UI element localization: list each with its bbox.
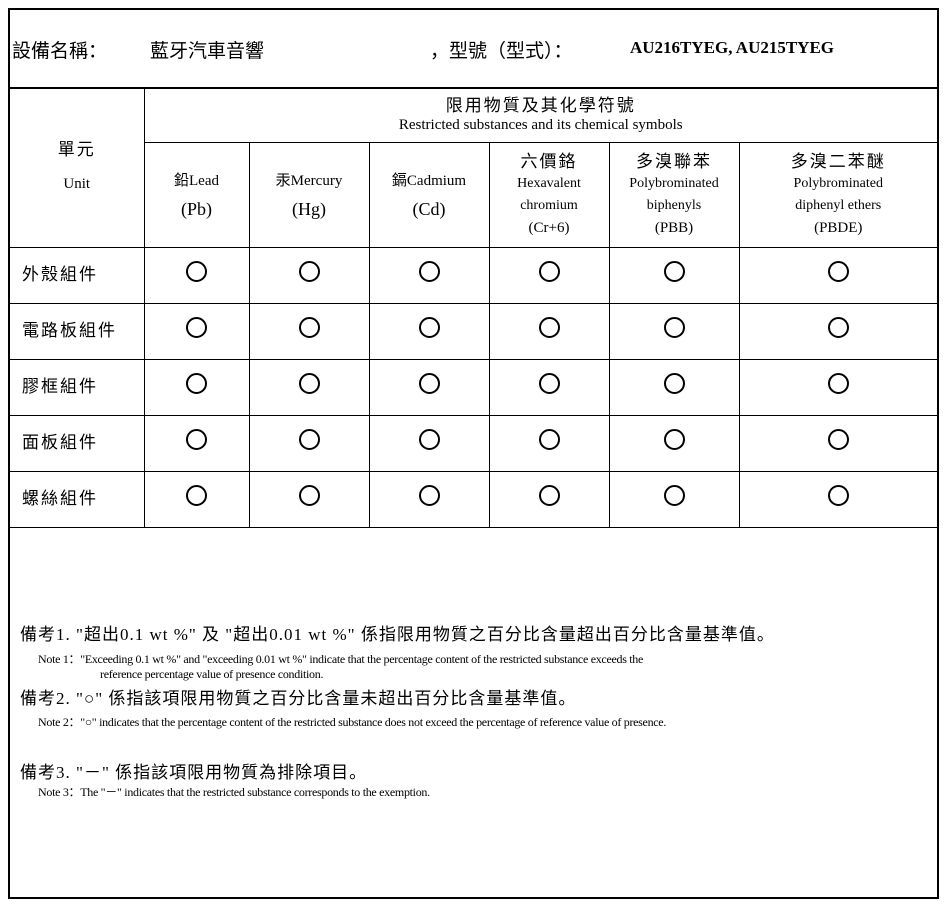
table-row: 面板組件 bbox=[10, 414, 937, 472]
note-3-en: Note 3：The "－" indicates that the restri… bbox=[38, 785, 430, 799]
col-pbde: 多溴二苯醚 Polybrominated diphenyl ethers (PBDE) bbox=[738, 141, 937, 248]
circle-mark-icon bbox=[663, 429, 685, 450]
device-label: 設備名稱： bbox=[12, 41, 108, 62]
group-header-en: Restricted substances and its chemical s… bbox=[398, 117, 683, 134]
circle-mark-icon bbox=[663, 317, 685, 338]
cell bbox=[248, 414, 370, 472]
circle-mark-icon bbox=[418, 485, 440, 506]
circle-mark-icon bbox=[186, 261, 207, 282]
substance-table: 單元 Unit 限用物質及其化學符號 Restricted substances a… bbox=[10, 87, 937, 528]
circle-mark-icon bbox=[418, 373, 440, 394]
col-lead: 鉛Lead (Pb) bbox=[144, 141, 250, 248]
table-row: 螺絲組件 bbox=[10, 470, 937, 528]
circle-mark-icon bbox=[298, 317, 320, 338]
circle-mark-icon bbox=[538, 373, 560, 394]
cell bbox=[608, 247, 740, 304]
cell bbox=[368, 414, 490, 472]
cell bbox=[488, 302, 610, 360]
cell bbox=[248, 358, 370, 416]
col-chromium: 六價鉻 Hexavalent chromium (Cr+6) bbox=[488, 141, 610, 248]
circle-mark-icon bbox=[418, 429, 440, 450]
table-row: 外殼組件 bbox=[10, 247, 937, 304]
model-label: ，型號（型式）： bbox=[430, 41, 573, 62]
circle-mark-icon bbox=[418, 261, 440, 282]
circle-mark-icon bbox=[663, 261, 685, 282]
circle-mark-icon bbox=[418, 317, 440, 338]
cell bbox=[368, 247, 490, 304]
cell bbox=[738, 358, 937, 416]
row-unit: 面板組件 bbox=[10, 414, 145, 472]
rohs-declaration: 設備名稱： 藍牙汽車音響 ，型號（型式）： AU216TYEG, AU215TY… bbox=[8, 8, 939, 899]
note-1-zh: 備考1. "超出0.1 wt %" 及 "超出0.01 wt %" 係指限用物質… bbox=[20, 625, 775, 644]
cell bbox=[488, 247, 610, 304]
row-unit: 膠框組件 bbox=[10, 358, 145, 416]
cell bbox=[608, 358, 740, 416]
cell bbox=[738, 302, 937, 360]
circle-mark-icon bbox=[827, 429, 849, 450]
circle-mark-icon bbox=[538, 429, 560, 450]
table-row: 膠框組件 bbox=[10, 358, 937, 416]
circle-mark-icon bbox=[538, 317, 560, 338]
cell bbox=[608, 302, 740, 360]
group-header-zh: 限用物質及其化學符號 bbox=[445, 96, 636, 116]
cell bbox=[368, 470, 490, 528]
header-row: 設備名稱： 藍牙汽車音響 ，型號（型式）： AU216TYEG, AU215TY… bbox=[10, 10, 937, 89]
circle-mark-icon bbox=[186, 317, 207, 338]
group-header: 限用物質及其化學符號 Restricted substances and its … bbox=[143, 87, 937, 143]
cell bbox=[368, 358, 490, 416]
row-unit: 電路板組件 bbox=[10, 302, 145, 360]
note-2-en: Note 2："○" indicates that the percentage… bbox=[38, 715, 667, 729]
circle-mark-icon bbox=[827, 317, 849, 338]
cell bbox=[608, 414, 740, 472]
circle-mark-icon bbox=[298, 429, 320, 450]
cell bbox=[738, 247, 937, 304]
cell bbox=[248, 470, 370, 528]
row-unit: 螺絲組件 bbox=[10, 470, 145, 528]
circle-mark-icon bbox=[298, 373, 320, 394]
circle-mark-icon bbox=[827, 485, 849, 506]
unit-header: 單元 Unit bbox=[10, 87, 145, 248]
cell bbox=[143, 247, 250, 304]
col-mercury: 汞Mercury (Hg) bbox=[248, 141, 370, 248]
row-unit: 外殼組件 bbox=[10, 247, 145, 304]
cell bbox=[248, 247, 370, 304]
unit-header-zh: 單元 bbox=[57, 139, 96, 159]
cell bbox=[738, 470, 937, 528]
circle-mark-icon bbox=[186, 373, 207, 394]
note-3-zh: 備考3. "－" 係指該項限用物質為排除項目。 bbox=[20, 763, 368, 782]
cell bbox=[488, 414, 610, 472]
circle-mark-icon bbox=[827, 373, 849, 394]
note-1-en-cont: reference percentage value of presence c… bbox=[100, 667, 324, 681]
circle-mark-icon bbox=[298, 261, 320, 282]
circle-mark-icon bbox=[663, 485, 685, 506]
note-1-en: Note 1："Exceeding 0.1 wt %" and "exceedi… bbox=[38, 652, 644, 666]
model-value: AU216TYEG, AU215TYEG bbox=[630, 38, 835, 57]
circle-mark-icon bbox=[663, 373, 685, 394]
device-name: 藍牙汽車音響 bbox=[150, 41, 265, 62]
col-cadmium: 鎘Cadmium (Cd) bbox=[368, 141, 490, 248]
cell bbox=[143, 302, 250, 360]
cell bbox=[608, 470, 740, 528]
circle-mark-icon bbox=[827, 261, 849, 282]
col-pbb: 多溴聯苯 Polybrominated biphenyls (PBB) bbox=[608, 141, 740, 248]
cell bbox=[248, 302, 370, 360]
cell bbox=[143, 470, 250, 528]
cell bbox=[368, 302, 490, 360]
unit-header-en: Unit bbox=[63, 175, 91, 192]
note-2-zh: 備考2. "○" 係指該項限用物質之百分比含量未超出百分比含量基準值。 bbox=[20, 689, 577, 708]
circle-mark-icon bbox=[538, 485, 560, 506]
circle-mark-icon bbox=[186, 429, 207, 450]
cell bbox=[488, 470, 610, 528]
circle-mark-icon bbox=[186, 485, 207, 506]
cell bbox=[738, 414, 937, 472]
cell bbox=[488, 358, 610, 416]
circle-mark-icon bbox=[538, 261, 560, 282]
cell bbox=[143, 414, 250, 472]
circle-mark-icon bbox=[298, 485, 320, 506]
table-row: 電路板組件 bbox=[10, 302, 937, 360]
cell bbox=[143, 358, 250, 416]
